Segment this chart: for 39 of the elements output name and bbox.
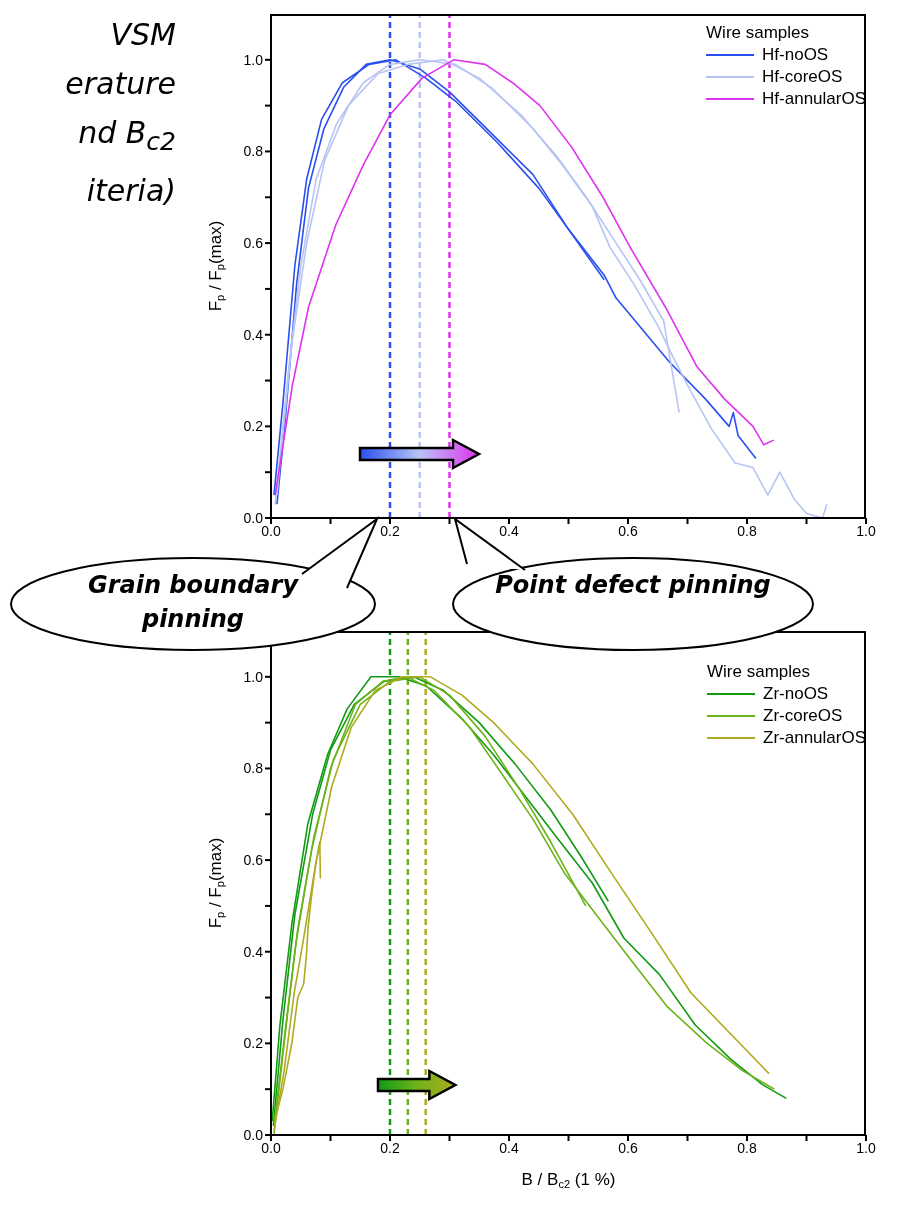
legend-label: Zr-noOS [763, 684, 829, 703]
annotation: Grain boundary pinning [87, 571, 299, 633]
legend-label: Hf-coreOS [762, 67, 843, 86]
y-tick-label: 0.6 [243, 852, 264, 869]
legend-title: Wire samples [706, 23, 810, 42]
y-tick-label: 0.8 [243, 760, 264, 777]
text: iteria) [86, 173, 176, 208]
legend-title: Wire samples [707, 662, 810, 681]
y-tick-label: 0.0 [243, 509, 264, 526]
y-tick-label: 0.2 [243, 1035, 264, 1052]
x-tick-label: 0.0 [261, 522, 281, 539]
x-tick-label: 1.0 [856, 1139, 876, 1156]
x-tick-label: 0.2 [380, 1139, 400, 1156]
x-tick-label: 0.8 [737, 522, 757, 539]
text: nd B$_{c2}$ [78, 115, 176, 156]
x-tick-label: 0.2 [380, 522, 400, 539]
y-tick-label: 1.0 [243, 51, 264, 68]
legend-label: Zr-annularOS [763, 728, 866, 747]
x-tick-label: 0.6 [618, 1139, 638, 1156]
text: erature [65, 66, 176, 101]
y-tick-label: 0.6 [243, 235, 264, 252]
x-tick-label: 0.0 [261, 1139, 281, 1156]
y-tick-label: 0.0 [243, 1126, 264, 1143]
legend-label: Hf-annularOS [762, 89, 866, 108]
y-tick-label: 0.4 [243, 326, 264, 343]
x-tick-label: 1.0 [856, 522, 876, 539]
x-axis-title: B / B$_{c2}$ (1 %) [521, 1170, 616, 1190]
text: Point defect pinning [495, 571, 771, 599]
text: VSM [110, 17, 176, 52]
x-tick-label: 0.8 [737, 1139, 757, 1156]
y-tick-label: 0.2 [243, 418, 264, 435]
x-tick-label: 0.4 [499, 1139, 519, 1156]
x-tick-label: 0.6 [618, 522, 638, 539]
y-tick-label: 1.0 [243, 668, 264, 685]
y-tick-label: 0.8 [243, 143, 264, 160]
legend-label: Zr-coreOS [763, 706, 843, 725]
legend-label: Hf-noOS [762, 45, 829, 64]
x-tick-label: 0.4 [499, 522, 519, 539]
y-tick-label: 0.4 [243, 943, 264, 960]
